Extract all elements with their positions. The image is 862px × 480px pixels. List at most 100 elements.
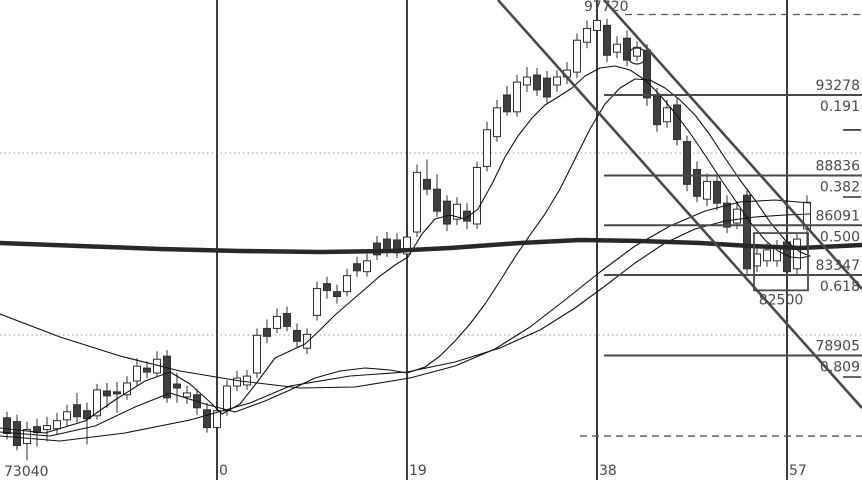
swing-low-price-label: 73040 [4,464,49,480]
x-axis-tick-label: 0 [219,463,228,479]
candle-body [543,77,551,98]
candle [343,268,351,297]
candle-body [483,129,491,167]
candle [283,306,291,332]
candle [203,402,211,433]
candle-body [493,107,501,138]
candle-body [353,263,361,272]
candle-body [23,429,31,445]
candle-body [733,208,741,224]
candle-body [643,49,651,99]
candle [523,67,531,92]
fib-ratio-label: 0.618 [820,279,860,295]
candle [63,404,71,427]
candle [463,203,471,230]
candle [293,323,301,348]
candle-body [293,329,301,342]
candle [323,276,331,299]
x-axis-tick-label: 38 [599,463,617,479]
candle-body [443,200,451,225]
candle [643,44,651,106]
candle-body [423,178,431,190]
right-edge-ticks [843,129,861,378]
candle [583,20,591,49]
candle [793,233,801,275]
candle-body [323,283,331,292]
candle [3,411,11,440]
downtrend-channel-upper[interactable] [497,0,862,409]
candle [693,161,701,203]
candle-body [93,389,101,417]
lower-high-ellipse[interactable] [627,47,647,65]
candle [133,358,141,387]
candle [53,412,61,435]
candle-body [3,417,11,435]
candle-body [133,365,141,382]
candle-body [713,180,721,204]
candle-body [613,43,621,53]
candle [543,71,551,103]
candle [603,18,611,63]
candle-body [433,188,441,212]
candle [303,328,311,355]
candle-body [63,411,71,421]
candle [513,75,521,117]
candle-body [633,46,641,57]
candle [103,382,111,408]
candle-body [173,383,181,389]
candle [613,36,621,59]
consolidation-box[interactable] [753,232,809,292]
candle [593,14,601,37]
candle-body [253,334,261,374]
candle-body [723,202,731,228]
candle-body [143,367,151,373]
candle-body [513,81,521,113]
candle-body [413,171,421,233]
candle [743,188,751,276]
ma-200-thick-line [0,237,862,255]
candle [633,41,641,62]
candle [483,121,491,172]
downtrend-channel-lower[interactable] [603,0,862,290]
candle [433,174,441,218]
candle [453,197,461,226]
candle-body [533,74,541,91]
candle-body [703,180,711,200]
trendlines[interactable] [497,0,862,409]
candle-body [603,24,611,56]
candle-body [203,409,211,429]
candle [23,421,31,461]
candle-body [453,203,461,220]
candle-body [233,377,241,387]
candle [273,308,281,334]
swing-high-price-label: 97720 [584,0,629,15]
x-axis-tick-label: 19 [409,463,427,479]
candle-body [743,194,751,270]
axis-labels: 97720 73040 0 19 38 57 [4,0,807,480]
candle [623,30,631,67]
candle-body [653,95,661,126]
candle [313,281,321,321]
candle-body [573,39,581,73]
candle-body [183,392,191,398]
candle-body [313,288,321,316]
candle-body [503,94,511,113]
candle [353,256,361,277]
candle [363,253,371,277]
candle-body [763,249,771,262]
candle-body [303,333,311,349]
candle [723,195,731,234]
candle-body [473,166,481,225]
candle [243,370,251,390]
candle-body [593,19,601,31]
candle-body [263,327,271,337]
fib-ratio-label: 0.500 [820,229,860,245]
fib-ratio-label: 0.191 [820,99,860,115]
candle-body [53,420,61,430]
candle [43,416,51,442]
candle [263,319,271,344]
fib-price-label: 88836 [815,159,860,175]
